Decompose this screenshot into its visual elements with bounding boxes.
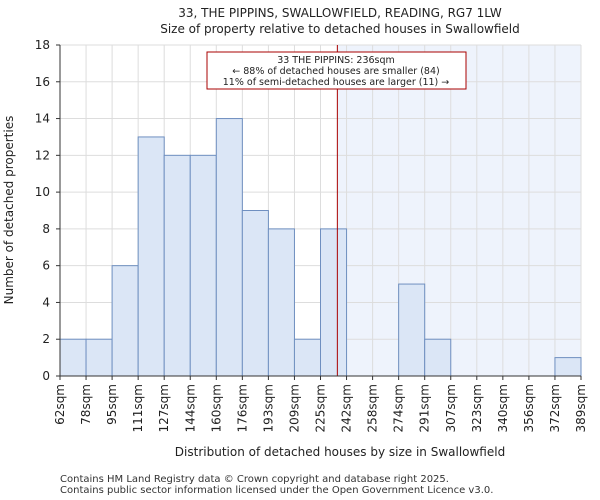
annotation-line2: ← 88% of detached houses are smaller (84… xyxy=(232,66,439,77)
bar-111sqm xyxy=(137,136,165,377)
y-tick-label: 14 xyxy=(35,112,50,126)
y-tick-label: 0 xyxy=(42,369,50,383)
bar-274sqm xyxy=(398,283,426,377)
x-tick-label: 78sqm xyxy=(79,384,93,425)
x-axis-label: Distribution of detached houses by size … xyxy=(175,445,505,459)
x-tick-label: 111sqm xyxy=(131,384,145,432)
x-tick-label: 193sqm xyxy=(261,384,275,432)
x-tick-label: 258sqm xyxy=(366,384,380,432)
x-tick-label: 225sqm xyxy=(314,384,328,432)
y-tick-label: 8 xyxy=(42,222,50,236)
y-tick-label: 12 xyxy=(35,148,50,162)
y-tick-label: 18 xyxy=(35,38,50,52)
y-tick-label: 6 xyxy=(42,259,50,273)
x-tick-label: 242sqm xyxy=(340,384,354,432)
annotation-box: 33 THE PIPPINS: 236sqm ← 88% of detached… xyxy=(206,51,467,90)
bar-225sqm xyxy=(320,228,348,377)
bar-62sqm xyxy=(59,338,87,377)
bar-144sqm xyxy=(189,154,217,377)
bar-95sqm xyxy=(111,265,139,377)
x-tick-label: 274sqm xyxy=(392,384,406,432)
x-tick-label: 389sqm xyxy=(574,384,588,432)
x-tick-label: 62sqm xyxy=(53,384,67,425)
x-axis-ticks: 62sqm 78sqm 95sqm 111sqm 127sqm 144sqm 160sqm 1… xyxy=(53,376,588,432)
annotation-line1: 33 THE PIPPINS: 236sqm xyxy=(277,55,395,66)
bar-193sqm xyxy=(267,228,295,377)
x-tick-label: 127sqm xyxy=(157,384,171,432)
x-tick-label: 356sqm xyxy=(522,384,536,432)
x-tick-label: 340sqm xyxy=(496,384,510,432)
annotation-line3: 11% of semi-detached houses are larger (… xyxy=(223,77,450,88)
bar-78sqm xyxy=(85,338,113,377)
bar-209sqm xyxy=(293,338,322,377)
footer-line2: Contains public sector information licen… xyxy=(60,485,493,496)
annotation-frame xyxy=(206,51,467,90)
x-tick-label: 372sqm xyxy=(548,384,562,432)
x-tick-label: 176sqm xyxy=(235,384,249,432)
x-tick-label: 144sqm xyxy=(183,384,197,432)
y-tick-label: 4 xyxy=(42,295,50,309)
chart-title-line2: Size of property relative to detached ho… xyxy=(160,22,520,36)
chart-title-line1: 33, THE PIPPINS, SWALLOWFIELD, READING, … xyxy=(178,6,502,20)
bar-160sqm xyxy=(215,118,243,377)
y-axis-label: Number of detached properties xyxy=(2,116,16,305)
y-tick-label: 10 xyxy=(35,185,50,199)
x-tick-label: 323sqm xyxy=(470,384,484,432)
highlight-region xyxy=(337,45,581,376)
x-tick-label: 291sqm xyxy=(418,384,432,432)
bar-176sqm xyxy=(241,210,269,377)
bar-127sqm xyxy=(163,154,191,377)
x-tick-label: 160sqm xyxy=(209,384,223,432)
y-tick-label: 16 xyxy=(35,75,50,89)
bars xyxy=(59,118,582,377)
y-tick-label: 2 xyxy=(42,332,50,346)
x-tick-label: 209sqm xyxy=(287,384,301,432)
x-tick-label: 95sqm xyxy=(105,384,119,425)
y-axis-ticks: 0 2 4 6 8 10 12 14 16 18 xyxy=(35,38,60,383)
bar-291sqm xyxy=(424,338,452,377)
footer-line1: Contains HM Land Registry data © Crown c… xyxy=(60,474,449,485)
x-tick-label: 307sqm xyxy=(444,384,458,432)
bar-372sqm xyxy=(554,357,582,377)
